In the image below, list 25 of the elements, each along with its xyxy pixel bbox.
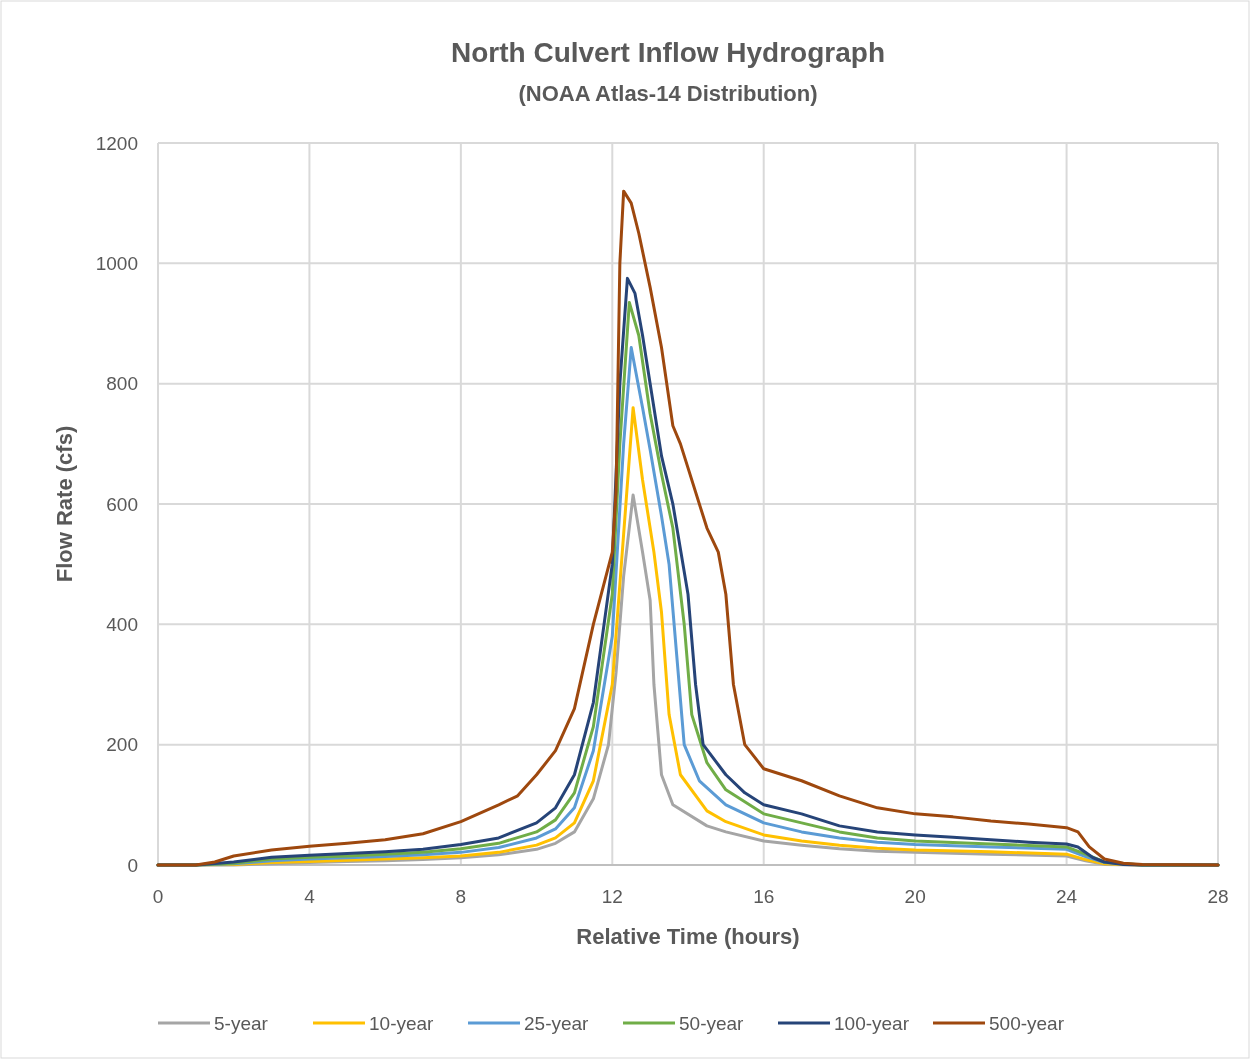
x-tick-label: 28 <box>1207 886 1229 907</box>
x-tick-label: 4 <box>304 886 316 907</box>
x-tick-label: 8 <box>455 886 467 907</box>
x-tick-label: 24 <box>1056 886 1078 907</box>
legend-label: 500-year <box>989 1012 1065 1034</box>
y-tick-label: 0 <box>127 854 138 876</box>
y-tick-label: 1000 <box>95 252 138 274</box>
x-tick-label: 20 <box>904 886 926 907</box>
y-axis-title: Flow Rate (cfs) <box>52 425 77 583</box>
y-tick-label: 200 <box>106 734 138 756</box>
y-tick-label: 800 <box>106 373 138 395</box>
y-tick-label: 1200 <box>95 132 138 154</box>
x-tick-label: 12 <box>601 886 623 907</box>
x-tick-label: 16 <box>753 886 775 907</box>
legend-label: 50-year <box>679 1012 745 1034</box>
legend-label: 25-year <box>524 1012 590 1034</box>
y-tick-label: 400 <box>106 613 138 635</box>
chart-subtitle: (NOAA Atlas-14 Distribution) <box>518 81 818 106</box>
legend-label: 5-year <box>214 1012 269 1034</box>
x-axis-title: Relative Time (hours) <box>576 924 800 949</box>
x-tick-label: 0 <box>152 886 164 907</box>
y-tick-label: 600 <box>106 493 138 515</box>
legend-label: 100-year <box>834 1012 910 1034</box>
legend-label: 10-year <box>369 1012 435 1034</box>
chart-title: North Culvert Inflow Hydrograph <box>451 37 885 68</box>
